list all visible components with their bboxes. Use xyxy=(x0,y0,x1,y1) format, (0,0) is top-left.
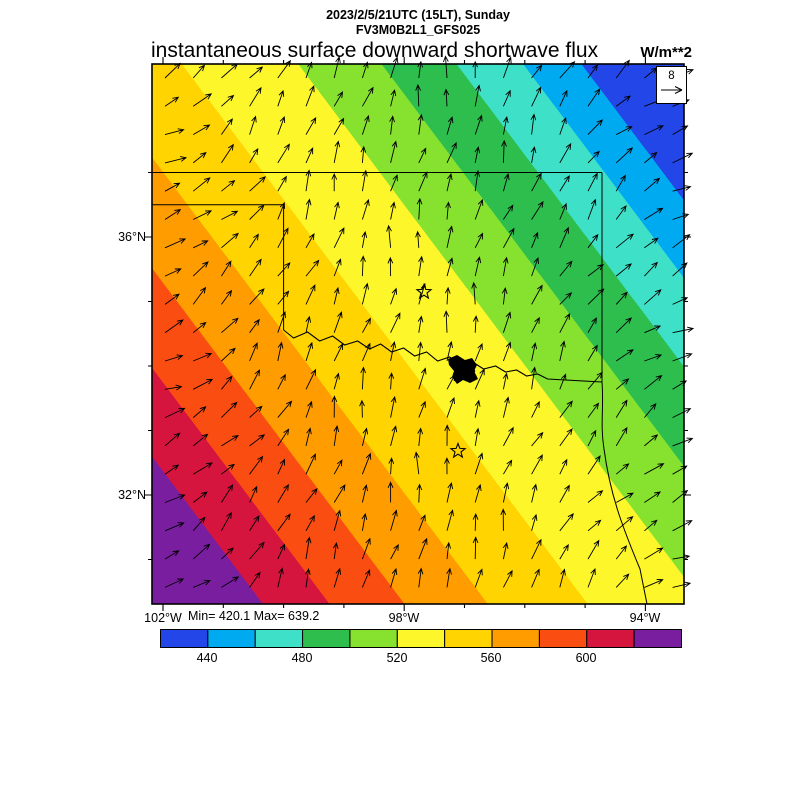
units-label: W/m**2 xyxy=(640,44,692,61)
city-star-marker xyxy=(415,282,433,300)
state-borders xyxy=(152,172,603,382)
wind-reference-arrow-icon xyxy=(661,86,683,94)
colorbar-label-520: 520 xyxy=(386,651,408,665)
colorbar-segment xyxy=(586,629,635,648)
colorbar-segment xyxy=(302,629,351,648)
colorbar-segment xyxy=(444,629,493,648)
colorbar-label-440: 440 xyxy=(196,651,218,665)
colorbar-label-480: 480 xyxy=(291,651,313,665)
lon-label-98w: 98°W xyxy=(388,611,420,625)
colorbar-segment xyxy=(160,629,209,648)
colorbar-segment xyxy=(538,629,588,648)
colorbar-label-600: 600 xyxy=(575,651,597,665)
colorbar-segment xyxy=(254,629,304,648)
colorbar-segment xyxy=(207,629,256,648)
colorbar-label-560: 560 xyxy=(480,651,502,665)
datetime-title: 2023/2/5/21UTC (15LT), Sunday xyxy=(326,8,510,22)
wind-reference-box: 8 xyxy=(656,66,687,104)
lake-dot-icon xyxy=(470,368,476,374)
lat-label-36n: 36°N xyxy=(118,230,146,244)
minmax-stats-label: Min= 420.1 Max= 639.2 xyxy=(188,609,320,623)
flux-contour-fill xyxy=(152,64,684,604)
colorbar-segment xyxy=(633,629,682,648)
plot-title: instantaneous surface downward shortwave… xyxy=(151,39,599,62)
wind-reference-value: 8 xyxy=(668,70,675,82)
wind-vectors xyxy=(164,55,695,588)
lake-icon xyxy=(448,355,478,384)
colorbar-segment xyxy=(396,629,446,648)
axis-ticks xyxy=(145,57,691,611)
model-run-title: FV3M0B2L1_GFS025 xyxy=(355,23,481,37)
colorbar-segment xyxy=(349,629,398,648)
colorbar-segment xyxy=(491,629,540,648)
lon-label-102w: 102°W xyxy=(144,611,182,625)
flux-map-plot xyxy=(145,55,695,611)
colorbar xyxy=(160,629,682,648)
lat-label-32n: 32°N xyxy=(118,488,146,502)
lon-label-94w: 94°W xyxy=(629,611,661,625)
city-star-marker xyxy=(449,441,467,459)
east-texas-border xyxy=(601,381,648,605)
red-river-border xyxy=(283,329,603,383)
map-frame xyxy=(151,63,685,605)
